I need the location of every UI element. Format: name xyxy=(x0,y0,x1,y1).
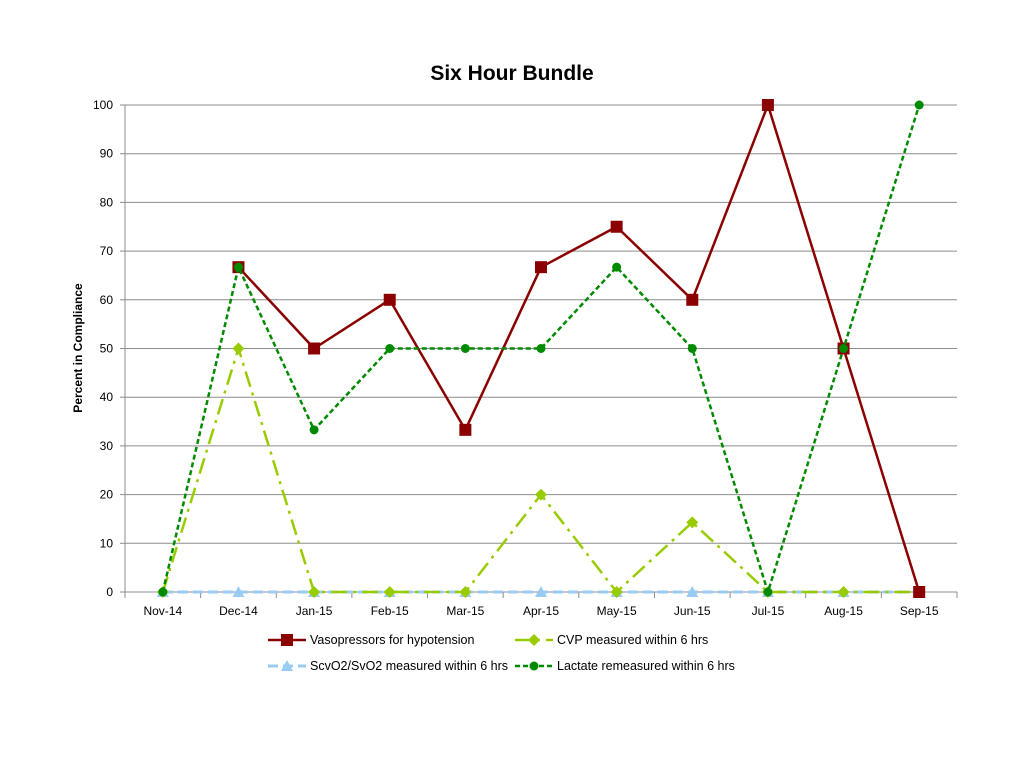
x-tick-label: Sep-15 xyxy=(900,604,939,618)
series-line xyxy=(237,103,921,593)
data-point xyxy=(233,262,243,272)
y-tick-label: 60 xyxy=(100,293,114,307)
data-point xyxy=(761,99,774,111)
data-point xyxy=(232,586,245,597)
legend[interactable]: Vasopressors for hypotension CVP measured… xyxy=(268,633,735,673)
data-point xyxy=(913,586,926,598)
data-point xyxy=(610,586,623,598)
x-tick-label: Dec-14 xyxy=(219,604,258,618)
legend-marker xyxy=(281,634,293,646)
data-point xyxy=(308,342,321,355)
data-point xyxy=(687,344,697,353)
y-tick-label: 0 xyxy=(106,585,113,599)
data-point xyxy=(839,344,849,353)
data-point xyxy=(309,425,319,435)
data-point xyxy=(612,262,622,272)
data-point xyxy=(383,293,396,306)
data-point xyxy=(837,586,850,598)
data-point xyxy=(610,220,623,233)
legend-item[interactable]: ScvO2/SvO2 measured within 6 hrs xyxy=(268,659,508,673)
legend-marker xyxy=(281,660,293,671)
series-line xyxy=(161,104,921,594)
y-axis-label: Percent in Compliance xyxy=(71,283,85,413)
x-tick-label: Apr-15 xyxy=(523,604,559,618)
y-tick-label: 80 xyxy=(100,195,114,209)
legend-label: Lactate remeasured within 6 hrs xyxy=(557,659,735,673)
x-tick-label: Mar-15 xyxy=(446,604,484,618)
legend-label: Vasopressors for hypotension xyxy=(310,633,474,647)
data-point xyxy=(459,586,472,598)
y-tick-label: 10 xyxy=(100,536,114,550)
data-point xyxy=(763,587,773,597)
data-point xyxy=(535,488,547,501)
data-point xyxy=(308,586,321,598)
y-tick-label: 20 xyxy=(100,488,114,502)
legend-label: CVP measured within 6 hrs xyxy=(557,633,708,647)
data-point xyxy=(914,100,924,110)
chart-title: Six Hour Bundle xyxy=(430,62,593,85)
x-tick-label: Nov-14 xyxy=(143,604,182,618)
data-point xyxy=(385,344,395,353)
y-tick-label: 70 xyxy=(100,244,114,258)
x-tick-label: Feb-15 xyxy=(371,604,409,618)
data-point xyxy=(459,423,472,436)
series-3 xyxy=(158,100,924,597)
y-tick-label: 30 xyxy=(100,439,114,453)
legend-item[interactable]: Vasopressors for hypotension xyxy=(268,633,474,647)
y-axis-ticks: 0 10 20 30 40 50 60 70 80 90 100 xyxy=(93,98,125,599)
data-point xyxy=(383,586,396,598)
series-0 xyxy=(232,99,926,598)
x-tick-label: Jan-15 xyxy=(296,604,333,618)
data-point xyxy=(535,261,547,274)
data-point xyxy=(686,516,699,529)
legend-marker xyxy=(528,634,540,646)
legend-label: ScvO2/SvO2 measured within 6 hrs xyxy=(310,659,508,673)
data-point xyxy=(686,586,699,597)
data-point xyxy=(460,344,470,353)
series-group xyxy=(156,99,926,598)
y-tick-label: 90 xyxy=(100,147,114,161)
y-tick-label: 100 xyxy=(93,98,113,112)
legend-item[interactable]: CVP measured within 6 hrs xyxy=(515,633,708,647)
data-point xyxy=(536,344,546,353)
x-tick-label: Jul-15 xyxy=(752,604,785,618)
data-point xyxy=(686,293,699,306)
legend-marker xyxy=(529,661,539,671)
legend-item[interactable]: Lactate remeasured within 6 hrs xyxy=(515,659,735,673)
x-tick-label: Jun-15 xyxy=(674,604,711,618)
y-tick-label: 50 xyxy=(100,342,114,356)
y-tick-label: 40 xyxy=(100,390,114,404)
series-1 xyxy=(156,342,926,598)
data-point xyxy=(158,587,168,597)
x-tick-label: Aug-15 xyxy=(824,604,863,618)
x-axis-ticks: Nov-14 Dec-14 Jan-15 Feb-15 Mar-15 Apr-15 May-… xyxy=(124,592,958,618)
data-point xyxy=(535,586,547,597)
x-tick-label: May-15 xyxy=(597,604,637,618)
data-point xyxy=(232,342,245,355)
gridlines xyxy=(125,104,957,544)
